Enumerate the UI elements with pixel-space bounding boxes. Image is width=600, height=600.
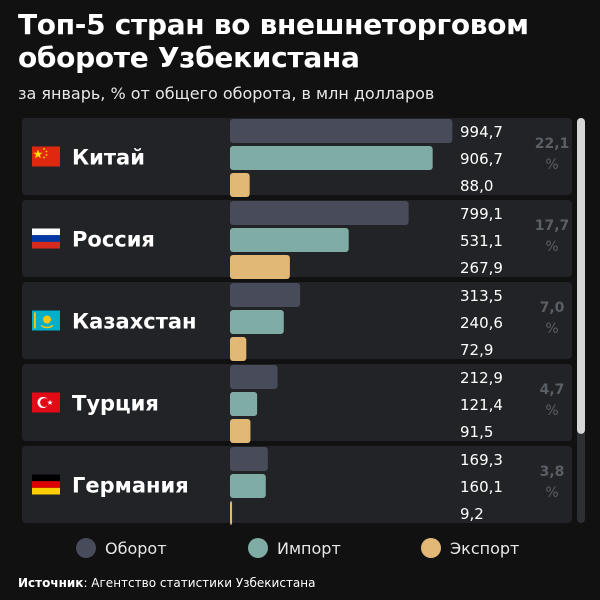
bar bbox=[230, 146, 433, 170]
value-label: 72,9 bbox=[460, 341, 493, 359]
value-label: 169,3 bbox=[460, 451, 503, 469]
legend-turnover: Оборот bbox=[76, 538, 167, 558]
value-label: 906,7 bbox=[460, 150, 503, 168]
country-label: Германия bbox=[72, 474, 189, 498]
value-label: 531,1 bbox=[460, 232, 503, 250]
bar bbox=[230, 447, 268, 471]
flag-stripe bbox=[32, 474, 60, 482]
country-label: Казахстан bbox=[72, 310, 197, 334]
country-label: Россия bbox=[72, 228, 155, 252]
bar bbox=[230, 365, 278, 389]
germany-flag-icon bbox=[32, 474, 60, 495]
flag-stripe bbox=[32, 487, 60, 495]
flag-crescent-inner bbox=[40, 398, 49, 407]
value-label: 160,1 bbox=[460, 478, 503, 496]
share-label: 3,8 bbox=[540, 464, 565, 480]
share-label: 4,7 bbox=[540, 382, 565, 398]
legend-import: Импорт bbox=[248, 538, 341, 558]
kazakhstan-flag-icon bbox=[32, 310, 60, 331]
scrollbar-thumb bbox=[577, 118, 585, 434]
import-swatch-icon bbox=[248, 538, 268, 558]
share-label: 7,0 bbox=[540, 300, 565, 316]
value-label: 212,9 bbox=[460, 369, 503, 387]
page-subtitle: за январь, % от общего оборота, в млн до… bbox=[18, 84, 435, 103]
flag-small-star bbox=[45, 154, 48, 156]
value-label: 91,5 bbox=[460, 423, 493, 441]
value-label: 121,4 bbox=[460, 396, 503, 414]
legend-import-label: Импорт bbox=[277, 538, 341, 558]
country-label: Китай bbox=[72, 146, 145, 170]
value-label: 9,2 bbox=[460, 505, 484, 523]
source-text: : Агентство статистики Узбекистана bbox=[83, 576, 316, 590]
flag-stripe bbox=[32, 241, 60, 249]
share-unit: % bbox=[545, 485, 558, 501]
flag-small-star bbox=[43, 156, 45, 159]
trade-chart: Китай 994,7 906,7 88,0 22,1% Россия 799,1 531,1… bbox=[22, 118, 585, 525]
bar bbox=[230, 310, 284, 334]
bar bbox=[230, 201, 409, 225]
value-label: 313,5 bbox=[460, 287, 503, 305]
flag-small-star bbox=[43, 148, 45, 150]
bar bbox=[230, 255, 290, 279]
turkey-flag-icon bbox=[32, 392, 60, 413]
export-swatch-icon bbox=[421, 538, 441, 558]
flag-stripe bbox=[32, 235, 60, 242]
bar bbox=[230, 173, 250, 197]
flag-sun bbox=[43, 315, 51, 324]
value-label: 88,0 bbox=[460, 177, 493, 195]
share-unit: % bbox=[545, 321, 558, 337]
legend-export-label: Экспорт bbox=[450, 538, 520, 558]
source-label: Источник bbox=[18, 576, 84, 590]
share-unit: % bbox=[545, 403, 558, 419]
source-note: Источник: Агентство статистики Узбекиста… bbox=[18, 576, 316, 590]
china-flag-icon bbox=[32, 146, 60, 167]
row-background bbox=[22, 446, 572, 523]
bar bbox=[230, 501, 233, 525]
flag-stripe bbox=[32, 228, 60, 236]
flag-star bbox=[33, 149, 43, 159]
country-label: Турция bbox=[72, 392, 159, 416]
bar bbox=[230, 337, 247, 361]
value-label: 267,9 bbox=[460, 259, 503, 277]
flag-small-star bbox=[45, 150, 48, 153]
value-label: 799,1 bbox=[460, 205, 503, 223]
bar bbox=[230, 392, 258, 416]
share-label: 17,7 bbox=[535, 218, 570, 234]
row-background bbox=[22, 282, 572, 359]
flag-star bbox=[47, 399, 53, 405]
bar bbox=[230, 119, 453, 143]
share-unit: % bbox=[545, 239, 558, 255]
share-unit: % bbox=[545, 157, 558, 173]
bar bbox=[230, 283, 301, 307]
legend-export: Экспорт bbox=[421, 538, 519, 558]
turnover-swatch-icon bbox=[76, 538, 96, 558]
russia-flag-icon bbox=[32, 228, 60, 249]
value-label: 994,7 bbox=[460, 123, 503, 141]
row-background bbox=[22, 364, 572, 441]
flag-eagle bbox=[40, 324, 54, 329]
bar bbox=[230, 419, 251, 443]
value-label: 240,6 bbox=[460, 314, 503, 332]
flag-field bbox=[32, 146, 60, 167]
flag-stripe bbox=[32, 481, 60, 488]
bar bbox=[230, 228, 349, 252]
flag-ornament bbox=[34, 312, 36, 329]
share-label: 22,1 bbox=[535, 136, 570, 152]
legend-turnover-label: Оборот bbox=[105, 538, 167, 558]
legend: Оборот Импорт Экспорт bbox=[0, 538, 600, 566]
page-title: Топ-5 стран во внешнеторговом обороте Уз… bbox=[18, 8, 529, 74]
bar bbox=[230, 474, 266, 498]
